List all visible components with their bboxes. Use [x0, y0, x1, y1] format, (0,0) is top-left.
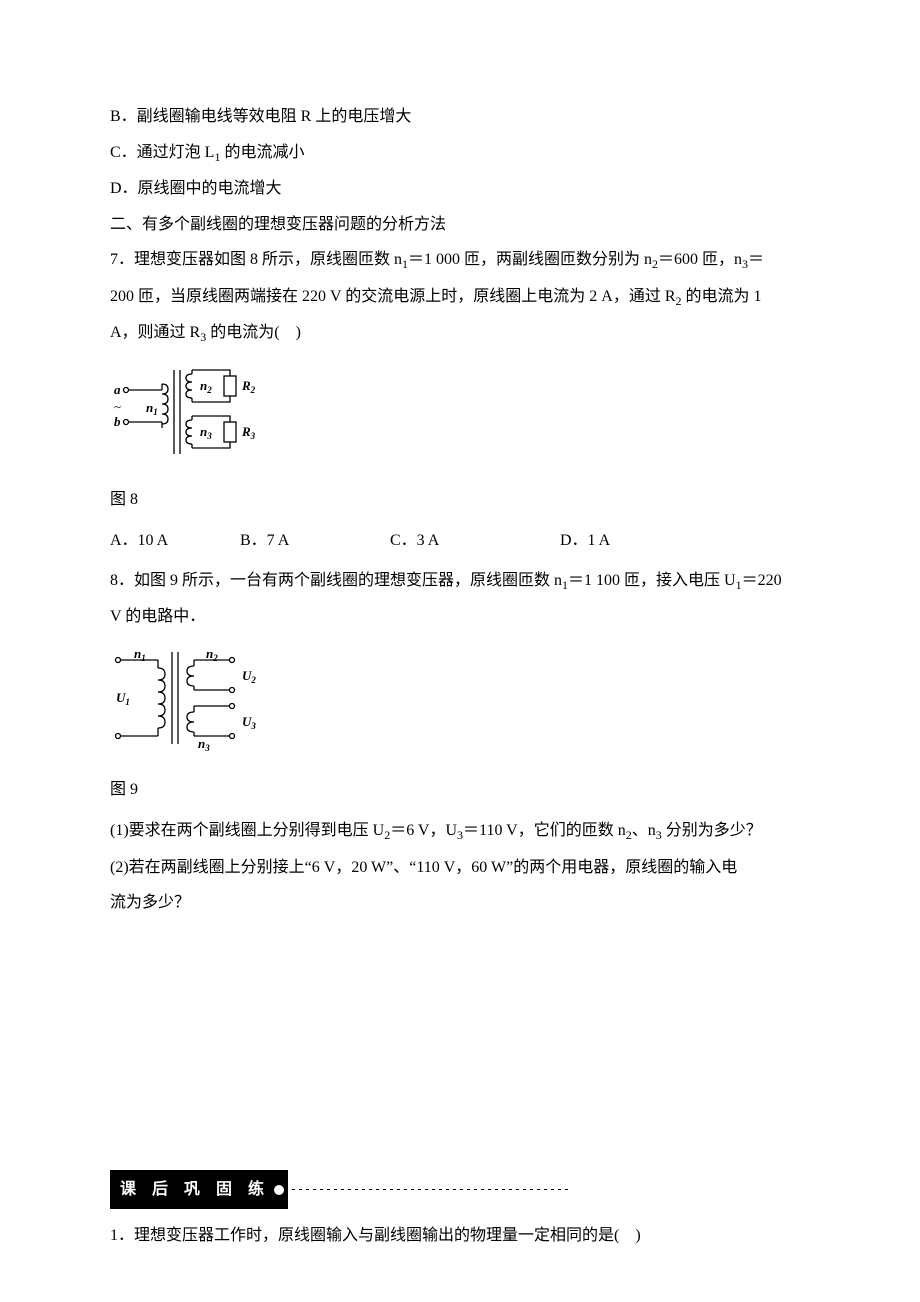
q8-l1c: ＝220 — [742, 572, 782, 589]
fig9-n2: n2 — [206, 646, 218, 663]
figure-9: n1 U1 n2 U2 n3 U3 — [110, 644, 810, 767]
q7-options: A．10 A B．7 A C．3 A D．1 A — [110, 524, 810, 558]
q7-l1a: 7．理想变压器如图 8 所示，原线圈匝数 n — [110, 251, 402, 268]
figure-8-label: 图 8 — [110, 483, 810, 517]
q7-l2b: 的电流为 1 — [682, 288, 762, 305]
q7-l3b: 的电流为( ) — [206, 324, 301, 341]
q7-l2a: 200 匝，当原线圈两端接在 220 V 的交流电源上时，原线圈上电流为 2 A… — [110, 288, 676, 305]
q8-sub2a: (2)若在两副线圈上分别接上“6 V，20 W”、“110 V，60 W”的两个… — [110, 851, 810, 885]
fig8-n2: n2 — [200, 378, 212, 395]
q7-opt-a: A．10 A — [110, 524, 240, 558]
q8-line2: V 的电路中． — [110, 600, 810, 634]
fig9-U2: U2 — [242, 668, 256, 685]
q8-l1b: ＝1 100 匝，接入电压 U — [568, 572, 736, 589]
option-c-tail: 的电流减小 — [220, 144, 304, 161]
fig8-n1: n1 — [146, 400, 158, 417]
q7-l1b: ＝1 000 匝，两副线圈匝数分别为 n — [408, 251, 652, 268]
q7-opt-c: C．3 A — [390, 524, 560, 558]
q7-opt-d: D．1 A — [560, 524, 660, 558]
section-bar-label: 课 后 巩 固 练 — [120, 1173, 270, 1207]
fig9-U1: U1 — [116, 690, 130, 707]
section-dashes — [292, 1189, 572, 1190]
fig8-r3: R3 — [241, 424, 256, 441]
heading-2: 二、有多个副线圈的理想变压器问题的分析方法 — [110, 208, 810, 242]
q8s1a: (1)要求在两个副线圈上分别得到电压 U — [110, 822, 384, 839]
q7-l3a: A，则通过 R — [110, 324, 200, 341]
figure-8: a b ~ n1 n2 n3 R2 R3 — [110, 360, 810, 477]
fig8-n3: n3 — [200, 424, 212, 441]
q7-line2: 200 匝，当原线圈两端接在 220 V 的交流电源上时，原线圈上电流为 2 A… — [110, 280, 810, 314]
option-c-head: C．通过灯泡 L — [110, 144, 214, 161]
fig8-r2: R2 — [241, 378, 256, 395]
option-d: D．原线圈中的电流增大 — [110, 172, 810, 206]
section-dot-icon — [274, 1185, 284, 1195]
section-bar-row: 课 后 巩 固 练 — [110, 1170, 810, 1210]
figure-9-label: 图 9 — [110, 773, 810, 807]
section-bar: 课 后 巩 固 练 — [110, 1170, 288, 1210]
fig8-tilde: ~ — [114, 399, 121, 414]
q8-l1a: 8．如图 9 所示，一台有两个副线圈的理想变压器，原线圈匝数 n — [110, 572, 562, 589]
q8s1e: 分别为多少？ — [662, 822, 762, 839]
q8s1d: 、n — [632, 822, 656, 839]
q8-line1: 8．如图 9 所示，一台有两个副线圈的理想变压器，原线圈匝数 n1＝1 100 … — [110, 564, 810, 598]
q8s1c: ＝110 V，它们的匝数 n — [463, 822, 626, 839]
q8-sub1: (1)要求在两个副线圈上分别得到电压 U2＝6 V，U3＝110 V，它们的匝数… — [110, 814, 810, 848]
option-c: C．通过灯泡 L1 的电流减小 — [110, 136, 810, 170]
fig9-n1: n1 — [134, 646, 146, 663]
post-q1: 1．理想变压器工作时，原线圈输入与副线圈输出的物理量一定相同的是( ) — [110, 1219, 810, 1253]
q8-sub2b: 流为多少？ — [110, 886, 810, 920]
fig8-a: a — [114, 382, 121, 397]
q8s1b: ＝6 V，U — [390, 822, 457, 839]
fig9-n3: n3 — [198, 736, 210, 753]
fig9-U3: U3 — [242, 714, 256, 731]
q7-l1c: ＝600 匝，n — [658, 251, 742, 268]
q7-opt-b: B．7 A — [240, 524, 390, 558]
fig8-b: b — [114, 414, 121, 429]
q7-line1: 7．理想变压器如图 8 所示，原线圈匝数 n1＝1 000 匝，两副线圈匝数分别… — [110, 243, 810, 277]
q7-l1d: ＝ — [748, 251, 764, 268]
q7-line3: A，则通过 R3 的电流为( ) — [110, 316, 810, 350]
option-b: B．副线圈输电线等效电阻 R 上的电压增大 — [110, 100, 810, 134]
